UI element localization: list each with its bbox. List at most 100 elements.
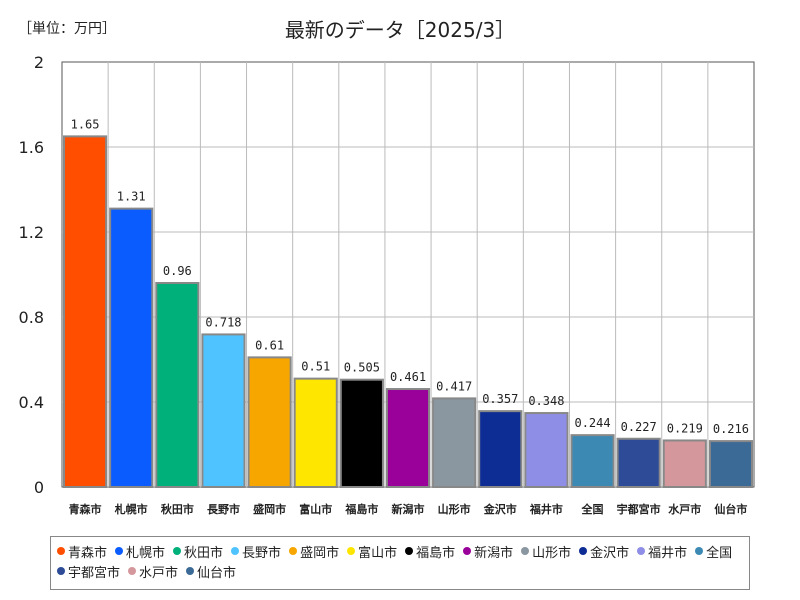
legend-marker <box>463 547 472 555</box>
legend-label: 盛岡市 <box>300 545 340 561</box>
x-tick-label: 長野市 <box>207 502 240 516</box>
legend-label: 水戸市 <box>139 565 179 581</box>
legend-marker <box>186 567 195 575</box>
y-tick-label: 1.2 <box>19 223 44 242</box>
data-label: 0.357 <box>482 392 518 406</box>
bar <box>155 282 200 488</box>
legend-item: 福島市 <box>405 541 455 561</box>
data-label: 0.505 <box>344 361 380 375</box>
legend-label: 山形市 <box>532 545 572 561</box>
legend-label: 秋田市 <box>184 545 224 561</box>
legend-marker <box>405 547 414 555</box>
x-tick-label: 仙台市 <box>714 502 747 516</box>
legend-label: 新潟市 <box>474 545 514 561</box>
x-tick-label: 盛岡市 <box>253 502 286 516</box>
data-label: 0.417 <box>436 379 472 393</box>
legend-item: 全国 <box>695 541 732 561</box>
legend-item: 宇都宮市 <box>57 561 120 581</box>
legend-item: 金沢市 <box>579 541 629 561</box>
bar <box>201 333 246 488</box>
data-label: 0.227 <box>621 420 657 434</box>
legend-marker <box>115 547 124 555</box>
legend-item: 富山市 <box>347 541 397 561</box>
legend-item: 山形市 <box>521 541 571 561</box>
legend-label: 福島市 <box>416 545 456 561</box>
x-tick-label: 金沢市 <box>483 502 517 516</box>
legend-item: 長野市 <box>231 541 281 561</box>
y-tick-label: 1.6 <box>19 138 44 157</box>
chart-legend: 青森市 札幌市 秋田市 長野市 盛岡市 富山市 福島市 新潟市 山形市 金沢市 福井市 全国宇都宮市 水… <box>50 536 750 590</box>
y-tick-label: 0.8 <box>19 308 44 327</box>
data-label: 0.219 <box>667 421 703 435</box>
data-label: 0.244 <box>574 416 610 430</box>
y-tick-label: 2 <box>34 53 44 72</box>
x-tick-label: 水戸市 <box>668 502 701 516</box>
legend-marker <box>289 547 298 555</box>
data-label: 0.348 <box>528 394 564 408</box>
legend-label: 宇都宮市 <box>68 565 121 581</box>
bar <box>247 356 292 488</box>
legend-label: 長野市 <box>242 545 282 561</box>
unit-label: ［単位：万円］ <box>18 21 116 37</box>
bar <box>662 439 707 488</box>
chart-title: 最新のデータ［2025/3］ <box>284 18 516 42</box>
legend-item: 水戸市 <box>128 561 178 581</box>
legend-marker <box>637 547 646 555</box>
bar <box>385 388 431 489</box>
legend-marker <box>173 547 182 555</box>
legend-label: 青森市 <box>68 545 108 561</box>
legend-item: 青森市 <box>57 541 107 561</box>
legend-label: 金沢市 <box>590 545 630 561</box>
data-label: 0.51 <box>301 360 330 374</box>
data-label: 0.216 <box>713 422 749 436</box>
x-tick-label: 宇都宮市 <box>617 502 661 516</box>
legend-marker <box>231 547 240 555</box>
legend-marker <box>695 547 704 555</box>
legend-marker <box>57 567 65 575</box>
x-tick-label: 全国 <box>581 502 604 516</box>
x-tick-label: 秋田市 <box>161 502 194 516</box>
bar <box>616 437 661 489</box>
bar <box>478 410 523 489</box>
bar <box>339 378 384 488</box>
bar <box>63 135 108 488</box>
legend-item: 福井市 <box>637 541 687 561</box>
x-tick-label: 新潟市 <box>392 502 425 516</box>
legend-label: 仙台市 <box>197 565 237 581</box>
x-tick-label: 山形市 <box>438 502 471 516</box>
bar <box>708 440 753 489</box>
legend-label: 札幌市 <box>126 545 166 561</box>
data-label: 0.718 <box>205 315 241 329</box>
data-label: 0.461 <box>390 370 426 384</box>
legend-marker <box>521 547 530 555</box>
legend-label: 全国 <box>706 545 733 561</box>
legend-marker <box>347 547 356 555</box>
legend-marker <box>579 547 588 555</box>
bar <box>570 434 615 488</box>
legend-item: 新潟市 <box>463 541 513 561</box>
y-tick-label: 0.4 <box>19 393 44 412</box>
data-label: 1.65 <box>71 117 100 131</box>
bar <box>109 207 154 488</box>
bar <box>293 377 338 488</box>
legend-item: 秋田市 <box>173 541 223 561</box>
bar-chart: 0 0.4 0.8 1.2 1.6 2 1.65 青森市 1.31 札幌市 0.96 秋田市 0.718… <box>19 53 755 516</box>
legend-marker <box>128 567 137 575</box>
data-label: 0.96 <box>163 264 192 278</box>
legend-marker <box>57 547 65 555</box>
x-tick-label: 富山市 <box>299 502 332 516</box>
bar <box>432 397 477 489</box>
legend-item: 盛岡市 <box>289 541 339 561</box>
data-label: 1.31 <box>117 190 146 204</box>
legend-label: 福井市 <box>648 545 688 561</box>
legend-item: 札幌市 <box>115 541 165 561</box>
x-tick-label: 青森市 <box>69 502 102 516</box>
legend-label: 富山市 <box>358 545 398 561</box>
x-tick-label: 福井市 <box>529 502 563 516</box>
bar <box>524 412 569 488</box>
x-tick-label: 福島市 <box>344 502 378 516</box>
legend-item: 仙台市 <box>186 561 236 581</box>
y-tick-label: 0 <box>34 478 44 497</box>
data-label: 0.61 <box>255 338 284 352</box>
x-tick-label: 札幌市 <box>114 502 148 516</box>
